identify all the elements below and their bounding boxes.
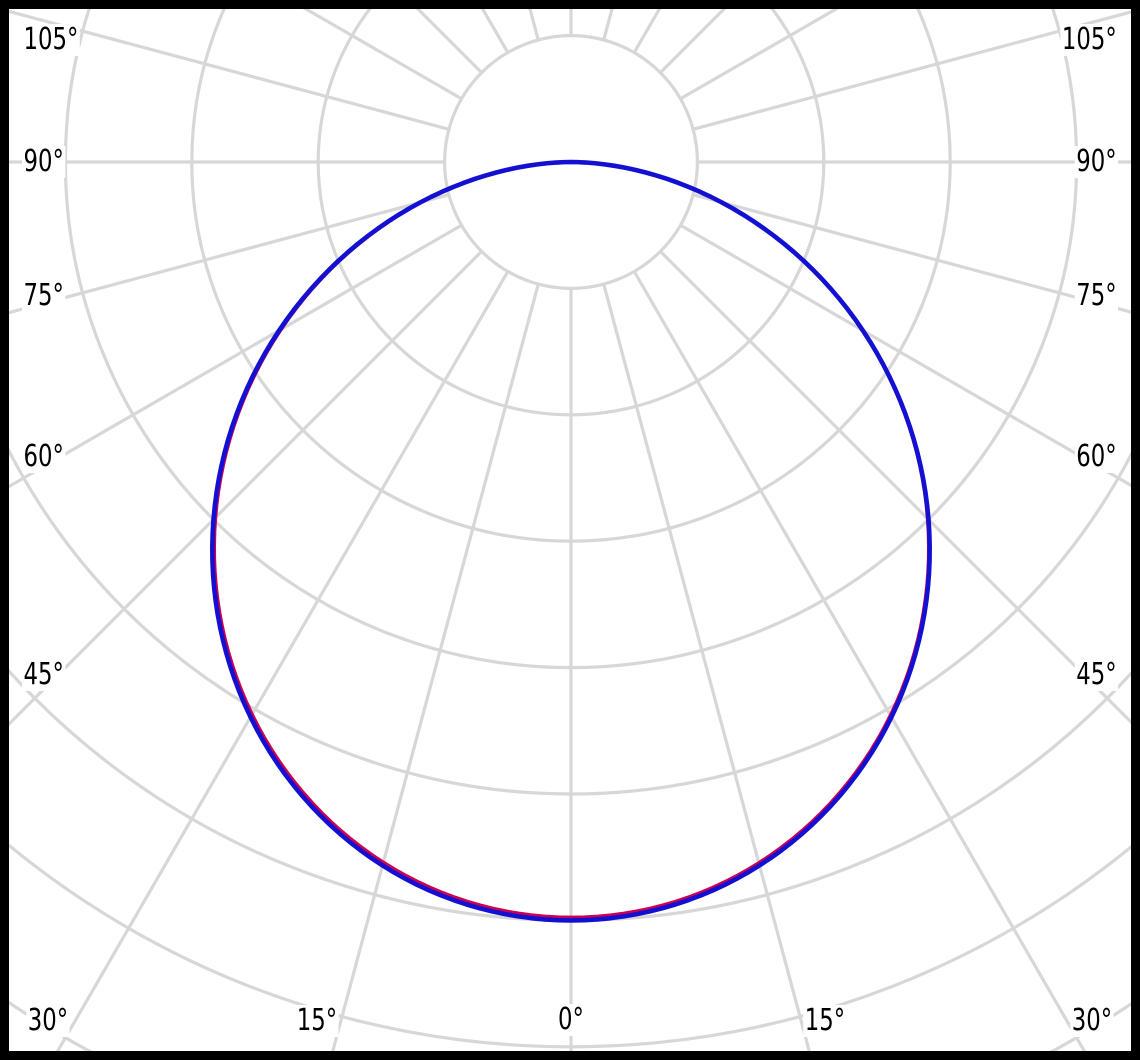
angle-label-bottom-15L: 15°: [295, 1003, 339, 1038]
curve-blue-curve: [210, 159, 932, 923]
angle-label-right-90: 90°: [1074, 144, 1118, 179]
polar-grid-radial: [659, 250, 1132, 726]
angle-label-left-105: 105°: [22, 22, 80, 57]
polar-grid-radial: [679, 8, 841, 101]
polar-grid-radial: [8, 223, 463, 489]
polar-grid-radial: [692, 10, 1132, 131]
distribution-curves: [210, 159, 932, 923]
angle-label-bottom-15R: 15°: [803, 1003, 847, 1038]
angle-label-left-90: 90°: [22, 144, 66, 179]
angle-label-right-45: 45°: [1074, 657, 1118, 692]
angle-label-bottom-30L: 30°: [26, 1003, 70, 1038]
angle-label-right-60: 60°: [1074, 439, 1118, 474]
angle-label-left-60: 60°: [22, 439, 66, 474]
polar-grid-radial: [8, 9, 450, 131]
polar-grid-radial: [8, 193, 450, 315]
polar-grid-radial: [330, 283, 540, 1052]
angle-label-right-105: 105°: [1060, 22, 1118, 57]
angle-label-left-75: 75°: [22, 278, 66, 313]
angle-label-right-75: 75°: [1074, 278, 1118, 313]
polar-grid-radial: [602, 283, 812, 1052]
angle-label-bottom-30R: 30°: [1070, 1003, 1114, 1038]
polar-grid-radial: [8, 250, 483, 728]
angle-label-bottom-0: 0°: [556, 1002, 586, 1037]
polar-grid-radial: [692, 193, 1132, 314]
polar-grid-radial: [679, 223, 1132, 488]
angle-label-left-45: 45°: [22, 657, 66, 692]
polar-grid-radial: [301, 8, 463, 101]
